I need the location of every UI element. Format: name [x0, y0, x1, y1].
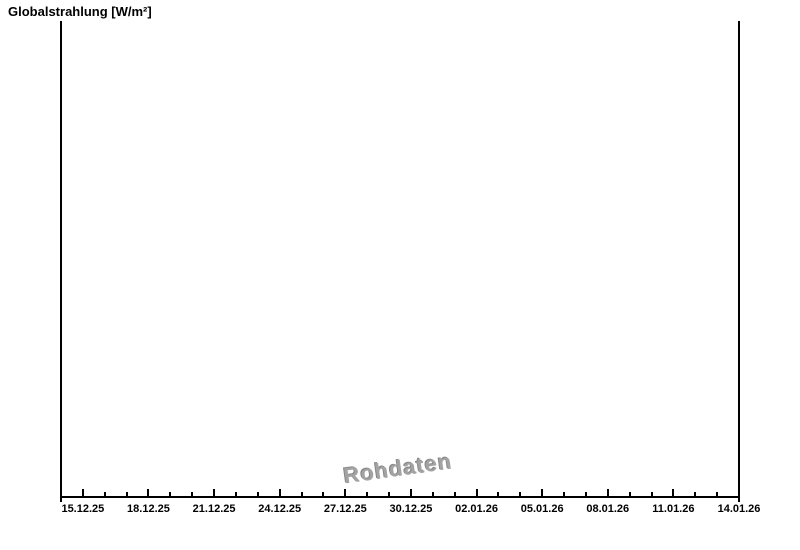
- x-axis-minor-tick: [234, 492, 237, 496]
- watermark-rohdaten: Rohdaten: [341, 448, 454, 489]
- x-axis-major-tick: [344, 489, 347, 496]
- x-axis-line: [60, 496, 740, 498]
- x-axis-minor-tick: [628, 492, 631, 496]
- x-axis-minor-tick: [584, 492, 587, 496]
- x-axis-minor-tick: [453, 492, 456, 496]
- x-axis-tick-label: 05.01.26: [520, 503, 564, 515]
- x-axis-minor-tick: [650, 492, 653, 496]
- x-axis-tick-label: 24.12.25: [258, 503, 302, 515]
- x-axis-tick-label: 15.12.25: [61, 503, 105, 515]
- x-axis-tick-label: 08.01.26: [586, 503, 630, 515]
- x-axis-major-tick: [147, 489, 150, 496]
- x-axis-minor-tick: [300, 492, 303, 496]
- x-axis-major-tick: [738, 489, 740, 496]
- y-axis-line-right: [738, 21, 740, 496]
- x-axis-minor-tick: [388, 492, 391, 496]
- x-axis-minor-tick: [519, 492, 522, 496]
- x-axis-minor-tick: [716, 492, 719, 496]
- x-axis-major-tick: [409, 489, 412, 496]
- chart-title: Globalstrahlung [W/m²]: [8, 4, 152, 19]
- x-axis-minor-tick: [322, 492, 325, 496]
- axis-corner-tick-left: [60, 498, 62, 502]
- x-axis-tick-label: 30.12.25: [389, 503, 433, 515]
- x-axis-minor-tick: [497, 492, 500, 496]
- x-axis-tick-label: 14.01.26: [717, 503, 761, 515]
- x-axis-minor-tick: [169, 492, 172, 496]
- axis-corner-tick-right: [738, 498, 740, 502]
- x-axis-major-tick: [81, 489, 84, 496]
- x-axis-major-tick: [213, 489, 216, 496]
- x-axis-major-tick: [672, 489, 675, 496]
- x-axis-major-tick: [475, 489, 478, 496]
- x-axis-tick-label: 27.12.25: [323, 503, 367, 515]
- y-axis-line-left: [60, 21, 62, 496]
- x-axis-minor-tick: [103, 492, 106, 496]
- x-axis-minor-tick: [366, 492, 369, 496]
- x-axis-tick-label: 11.01.26: [652, 503, 695, 515]
- x-axis-major-tick: [541, 489, 544, 496]
- x-axis-major-tick: [606, 489, 609, 496]
- x-axis-minor-tick: [694, 492, 697, 496]
- x-axis-tick-label: 21.12.25: [192, 503, 236, 515]
- x-axis-tick-label: 02.01.26: [455, 503, 498, 515]
- x-axis-minor-tick: [256, 492, 259, 496]
- x-axis-minor-tick: [431, 492, 434, 496]
- x-axis-tick-label: 18.12.25: [127, 503, 170, 515]
- x-axis-minor-tick: [125, 492, 128, 496]
- x-axis-minor-tick: [563, 492, 566, 496]
- x-axis-minor-tick: [191, 492, 194, 496]
- x-axis-major-tick: [278, 489, 281, 496]
